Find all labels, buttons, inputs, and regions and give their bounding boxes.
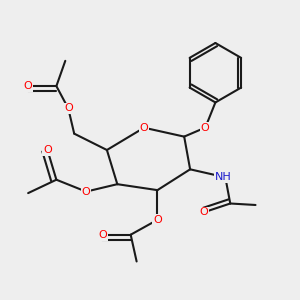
Text: O: O [199, 207, 208, 218]
Text: O: O [24, 81, 32, 91]
Text: O: O [153, 215, 162, 225]
Text: NH: NH [214, 172, 231, 182]
Text: O: O [64, 103, 73, 113]
Text: O: O [43, 145, 52, 155]
Text: O: O [201, 123, 209, 133]
Text: O: O [82, 187, 91, 196]
Text: O: O [140, 123, 148, 133]
Text: O: O [98, 230, 107, 240]
